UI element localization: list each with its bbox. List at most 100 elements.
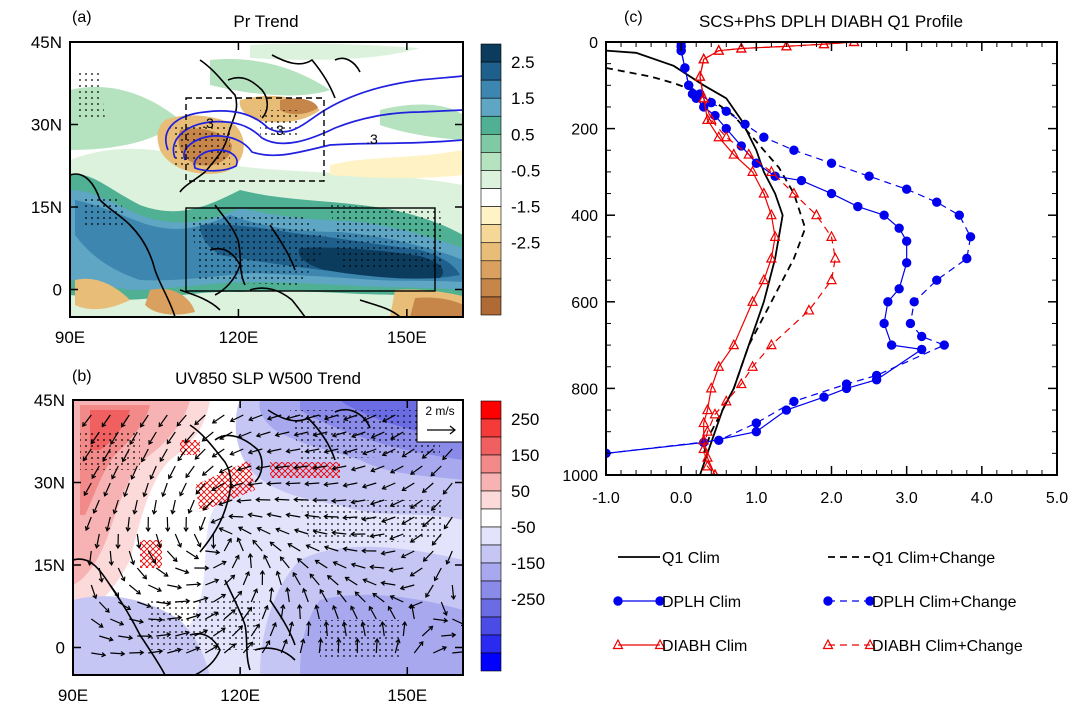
wind-vector-head bbox=[252, 539, 258, 545]
colorbar-swatch bbox=[480, 562, 502, 582]
wind-vector-head bbox=[256, 526, 262, 532]
series-point bbox=[680, 63, 690, 73]
wind-vector-head bbox=[369, 533, 375, 539]
wind-vector bbox=[315, 559, 328, 569]
wind-vector bbox=[394, 639, 400, 654]
wind-vector bbox=[230, 448, 244, 456]
wind-vector-head bbox=[450, 595, 457, 601]
legend-label: DPLH Clim bbox=[662, 594, 741, 611]
wind-vector bbox=[370, 566, 385, 569]
wind-vector bbox=[179, 482, 187, 496]
wind-vector-head bbox=[92, 594, 98, 600]
wind-vector bbox=[166, 550, 178, 562]
wind-vector bbox=[362, 516, 377, 521]
wind-vector bbox=[332, 431, 347, 437]
wind-vector-head bbox=[442, 455, 447, 461]
wind-vector-head bbox=[409, 504, 415, 509]
wind-vector-head bbox=[293, 528, 299, 534]
wind-vector-head bbox=[323, 513, 329, 520]
wind-vector bbox=[205, 611, 218, 620]
y-tick-label: 400 bbox=[571, 208, 598, 225]
wind-vector bbox=[155, 533, 161, 548]
wind-vector-head bbox=[274, 464, 280, 471]
wind-vector-head bbox=[151, 559, 157, 565]
wind-vector-head bbox=[136, 543, 142, 549]
wind-vector bbox=[123, 482, 130, 497]
y-tick-label: 30N bbox=[31, 116, 62, 135]
wind-vector bbox=[229, 482, 244, 488]
y-tick-label: 0 bbox=[53, 281, 62, 300]
wind-vector-head bbox=[451, 632, 457, 638]
wind-vector bbox=[302, 588, 309, 603]
series-point bbox=[894, 223, 904, 233]
wind-vector-head bbox=[292, 571, 298, 577]
wind-vector-head bbox=[203, 596, 209, 602]
wind-vector bbox=[332, 531, 347, 535]
wind-vector-head bbox=[247, 481, 253, 488]
wind-vector-head bbox=[183, 527, 189, 533]
wind-vector bbox=[194, 448, 206, 460]
wind-vector-head bbox=[203, 629, 209, 635]
series-point bbox=[765, 252, 777, 263]
wind-vector-head bbox=[388, 567, 394, 573]
wind-vector-head bbox=[115, 544, 121, 550]
wind-vector-head bbox=[341, 621, 348, 627]
wind-vector-head bbox=[158, 422, 164, 428]
series-3 bbox=[606, 42, 976, 459]
wind-vector bbox=[319, 589, 328, 603]
y-tick-label: 600 bbox=[571, 295, 598, 312]
series-point bbox=[962, 253, 972, 264]
wind-vector bbox=[223, 609, 236, 620]
colorbar-swatch bbox=[480, 43, 502, 63]
wind-vector bbox=[381, 516, 396, 523]
wind-vector-head bbox=[331, 432, 337, 438]
wind-vector-head bbox=[351, 433, 357, 439]
wind-vector bbox=[250, 624, 260, 637]
y-tick-label: 15N bbox=[31, 198, 62, 217]
wind-vector-head bbox=[132, 509, 138, 515]
wind-vector-head bbox=[196, 581, 202, 587]
wind-vector-head bbox=[354, 637, 361, 643]
wind-vector bbox=[324, 448, 339, 453]
wind-vector-head bbox=[148, 439, 153, 445]
colorbar-swatch bbox=[480, 526, 502, 546]
wind-vector-head bbox=[119, 620, 125, 626]
wind-vector bbox=[162, 482, 168, 497]
wind-vector-head bbox=[350, 466, 356, 472]
colorbar-label: 50 bbox=[511, 482, 530, 501]
colorbar-swatch bbox=[480, 652, 502, 672]
wind-vector bbox=[223, 643, 236, 654]
wind-vector-head bbox=[176, 421, 182, 427]
wind-vector-head bbox=[184, 438, 190, 444]
wind-vector bbox=[231, 591, 242, 603]
wind-vector-head bbox=[214, 578, 220, 584]
wind-vector bbox=[93, 499, 100, 514]
wind-vector-head bbox=[381, 417, 387, 423]
wind-vector bbox=[368, 606, 377, 620]
series-point bbox=[701, 460, 713, 471]
series-point bbox=[698, 92, 710, 103]
wind-vector-head bbox=[336, 637, 342, 643]
wind-vector bbox=[280, 639, 287, 654]
wind-vector-head bbox=[177, 456, 183, 462]
wind-vector-head bbox=[108, 561, 114, 567]
wind-vector bbox=[129, 431, 138, 445]
wind-vector-head bbox=[360, 621, 366, 627]
wind-vector-head bbox=[443, 524, 449, 530]
wind-vector-head bbox=[82, 422, 87, 427]
wind-vector-head bbox=[263, 554, 269, 560]
series-point bbox=[683, 80, 694, 91]
wind-vector bbox=[261, 605, 268, 620]
wind-vector bbox=[250, 588, 258, 603]
wind-vector-head bbox=[128, 635, 134, 641]
wind-vector bbox=[129, 618, 144, 623]
series-point bbox=[765, 338, 777, 350]
panel-a-tag: (a) bbox=[72, 9, 92, 26]
wind-vector-head bbox=[151, 509, 157, 515]
wind-vector-head bbox=[285, 448, 291, 454]
wind-vector bbox=[294, 431, 309, 436]
x-tick-label: 90E bbox=[58, 686, 88, 705]
wind-vector bbox=[83, 482, 92, 496]
wind-vector bbox=[193, 533, 201, 547]
wind-vector bbox=[287, 543, 301, 552]
